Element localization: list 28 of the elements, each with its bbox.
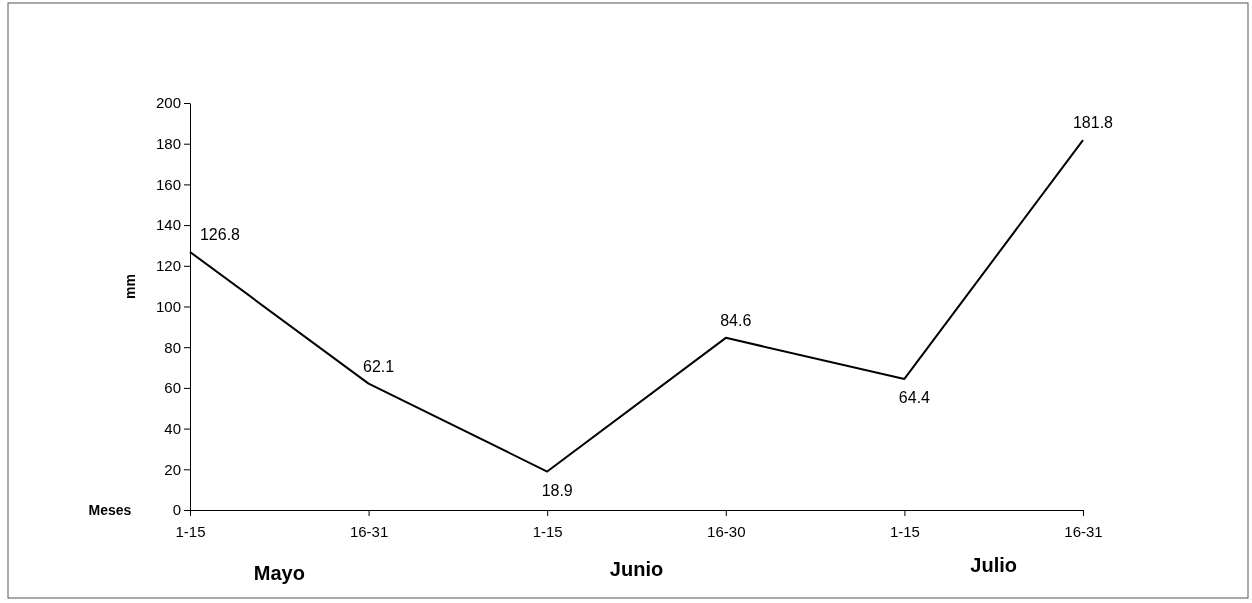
data-label: 18.9 — [541, 481, 573, 499]
x-tick-label: 1-15 — [532, 523, 563, 540]
data-label: 126.8 — [199, 225, 241, 243]
data-label: 84.6 — [720, 311, 752, 329]
text: Junio — [609, 558, 664, 580]
x-tick-label: 16-30 — [707, 523, 746, 540]
y-tick-label: 180 — [155, 135, 181, 152]
y-tick-label: 80 — [164, 338, 181, 356]
x-tick-label: 16-31 — [1064, 523, 1103, 540]
y-tick-label: 60 — [164, 379, 181, 397]
x-tick-label: 1-15 — [889, 523, 920, 540]
y-tick-label: 200 — [155, 94, 181, 112]
y-tick-label: 120 — [155, 257, 181, 275]
data-label: 64.4 — [898, 388, 931, 406]
y-tick-label: 40 — [164, 419, 181, 437]
x-axis-title: Meses — [88, 502, 132, 518]
data-label: 181.8 — [1072, 114, 1114, 132]
y-tick-label: 140 — [155, 216, 181, 234]
y-axis-title: mm — [122, 274, 138, 299]
x-tick-label: 1-15 — [175, 523, 206, 540]
y-tick-label: 100 — [155, 297, 181, 315]
text: Julio — [970, 554, 1018, 576]
text: Mayo — [253, 562, 305, 584]
y-tick-label: 160 — [155, 175, 181, 193]
y-tick-label: 0 — [172, 501, 181, 519]
y-tick-label: 20 — [164, 460, 181, 478]
x-tick-label: 16-31 — [349, 523, 389, 540]
data-label: 62.1 — [363, 357, 395, 375]
